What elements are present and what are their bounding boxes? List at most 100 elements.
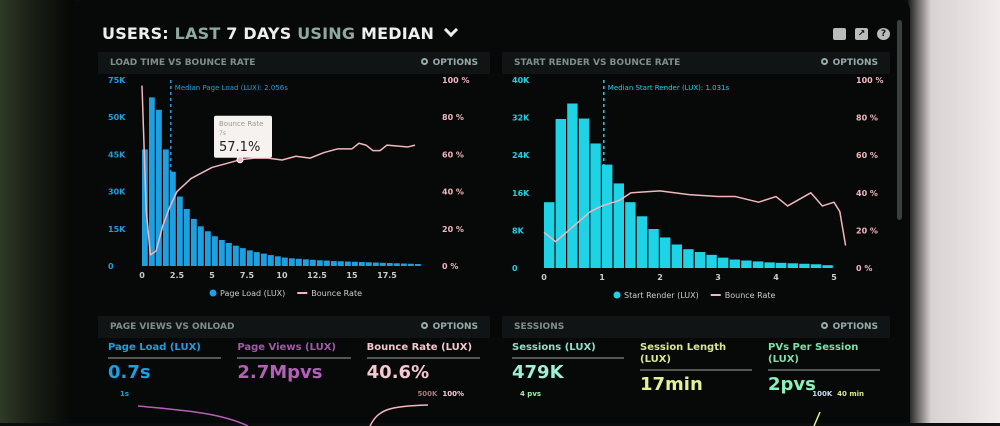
axis-label-right-2: 100%: [442, 390, 464, 398]
axis-label-right-2: 40 min: [837, 390, 864, 398]
chevron-down-icon[interactable]: [443, 22, 458, 38]
x-tick: 4: [773, 273, 779, 282]
axis-label-left: 1s: [120, 390, 130, 398]
legend-label-line: Bounce Rate: [311, 289, 362, 298]
y-tick-left: 32K: [512, 114, 530, 123]
y-tick-right: 60 %: [442, 150, 464, 159]
bar: [240, 248, 246, 266]
options-label: OPTIONS: [832, 322, 878, 332]
bar: [261, 253, 267, 266]
metric-label: Sessions (LUX): [512, 342, 624, 359]
panel-title: PAGE VIEWS VS ONLOAD: [110, 322, 235, 332]
y-tick-left: 75K: [108, 76, 126, 85]
x-tick: 5: [831, 273, 837, 282]
share-icon[interactable]: ↗: [855, 28, 868, 40]
bar: [352, 261, 358, 266]
metric-value: 17min: [640, 374, 703, 395]
metric-bounce-rate[interactable]: Bounce Rate (LUX) 40.6%: [366, 342, 480, 383]
bar: [408, 263, 414, 266]
metric-value: 479K: [512, 362, 564, 383]
y-tick-right: 100 %: [442, 76, 470, 85]
metric-pvs-per-session[interactable]: PVs Per Session (LUX) 2pvs: [768, 342, 880, 395]
options-label: OPTIONS: [832, 58, 878, 68]
load-time-chart: 0 15K 30K 45K 50K 75K 0 % 20 % 40 % 60 % 80 % 100 %…: [108, 76, 470, 298]
axis-label-right-1: 500K: [417, 390, 438, 398]
bar: [764, 262, 775, 268]
bar: [401, 263, 407, 266]
bar: [282, 257, 288, 266]
bar: [331, 261, 337, 266]
metric-page-views[interactable]: Page Views (LUX) 2.7Mpvs: [237, 342, 351, 383]
bar: [741, 260, 752, 268]
bar: [590, 143, 601, 268]
axis-label-left: 4 pvs: [520, 390, 542, 398]
bar: [578, 118, 590, 268]
help-icon[interactable]: ?: [877, 28, 890, 40]
bar: [296, 258, 302, 266]
bar: [776, 262, 787, 268]
bar: [163, 149, 169, 266]
bar: [366, 262, 372, 266]
bar: [636, 216, 648, 268]
gear-icon: [820, 322, 828, 329]
title-last: LAST: [174, 24, 221, 43]
bar: [567, 103, 578, 268]
bar: [394, 263, 400, 266]
bar: [219, 239, 225, 266]
gear-icon: [420, 322, 428, 329]
bar: [205, 231, 211, 266]
bar: [544, 202, 555, 268]
bar: [338, 261, 344, 266]
y-tick-left: 45K: [108, 150, 126, 159]
gear-icon: [420, 58, 428, 65]
metric-label: Page Load (LUX): [108, 342, 222, 359]
bar: [345, 261, 351, 266]
y-tick-left: 24K: [512, 151, 530, 160]
cursor-icon: [236, 156, 244, 164]
bar: [303, 259, 309, 266]
x-tick: 17.5: [377, 271, 397, 280]
options-button[interactable]: OPTIONS: [420, 322, 478, 332]
monitor-icon[interactable]: [833, 28, 846, 40]
options-label: OPTIONS: [432, 58, 478, 68]
bar: [729, 259, 740, 268]
bar: [683, 249, 694, 268]
bar: [694, 252, 706, 268]
y-tick-right: 100 %: [856, 76, 884, 85]
bar: [799, 263, 810, 268]
x-tick: 10: [276, 271, 288, 280]
legend-label-bars: Page Load (LUX): [220, 289, 285, 298]
options-button[interactable]: OPTIONS: [420, 58, 478, 68]
y-tick-left: 50K: [108, 113, 126, 122]
options-button[interactable]: OPTIONS: [820, 58, 878, 68]
bounce-rate-line: [141, 85, 416, 256]
y-tick-right: 80 %: [442, 113, 464, 122]
bar: [310, 259, 316, 266]
bar: [660, 237, 671, 268]
y-tick-left: 8K: [512, 226, 525, 235]
scrollbar[interactable]: [897, 20, 902, 220]
bar: [625, 202, 636, 268]
page-views-sparkline: [137, 404, 429, 426]
y-tick-right: 0 %: [442, 262, 458, 271]
gear-icon: [820, 58, 828, 65]
bounce-rate-line: [543, 190, 847, 246]
bar: [787, 263, 798, 268]
x-tick: 0: [139, 271, 145, 280]
x-tick: 2.5: [170, 271, 185, 280]
bar: [317, 260, 323, 266]
metric-session-length[interactable]: Session Length (LUX) 17min: [640, 342, 752, 395]
bar: [149, 97, 155, 266]
tooltip: [214, 115, 272, 158]
options-button[interactable]: OPTIONS: [820, 322, 878, 332]
y-tick-right: 40 %: [442, 188, 464, 197]
legend-label-line: Bounce Rate: [725, 291, 776, 300]
page-title[interactable]: USERS: LAST 7 DAYS USING MEDIAN: [102, 22, 458, 43]
bar: [752, 261, 764, 268]
panel-load-time: LOAD TIME VS BOUNCE RATE OPTIONS 0 15K 30K…: [98, 52, 490, 302]
metric-page-load[interactable]: Page Load (LUX) 0.7s: [108, 342, 222, 383]
bar: [822, 265, 833, 268]
metric-sessions[interactable]: Sessions (LUX) 479K: [512, 342, 624, 395]
start-render-chart: 0 8K 16K 24K 32K 40K 0 % 20 % 40 % 60 % 80 % 100 % 0…: [512, 76, 884, 300]
bar: [142, 149, 148, 266]
